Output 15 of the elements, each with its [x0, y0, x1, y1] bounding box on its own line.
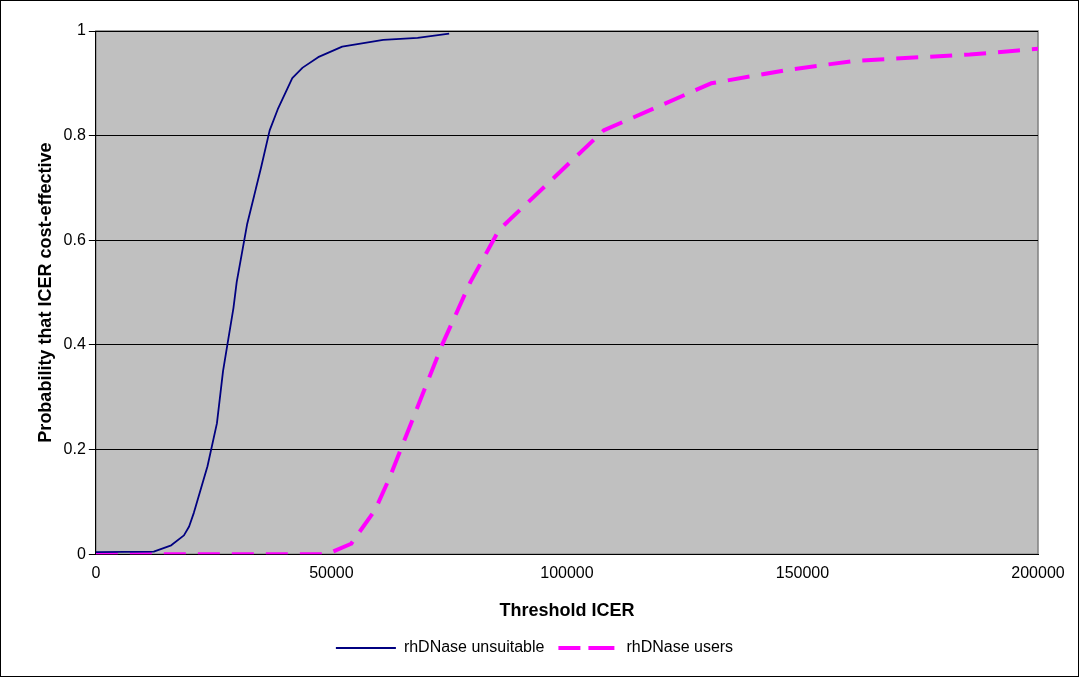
y-tick-label: 0.8	[63, 126, 86, 144]
y-tick-label: 1	[76, 21, 86, 39]
y-tick-label: 0	[76, 544, 86, 562]
x-tick-label: 100000	[540, 564, 594, 582]
y-tick-label: 0.6	[63, 230, 86, 248]
x-tick-label: 0	[91, 564, 101, 582]
y-tick-label: 0.4	[63, 335, 86, 353]
x-tick-label: 200000	[1011, 564, 1065, 582]
x-tick-label: 150000	[775, 564, 830, 582]
y-axis-title: Probability that ICER cost-effective	[34, 142, 55, 443]
legend-label: rhDNase users	[626, 638, 734, 656]
legend-label: rhDNase unsuitable	[403, 638, 545, 656]
y-tick-label: 0.2	[63, 439, 86, 457]
x-axis-title: Threshold ICER	[499, 600, 635, 621]
x-tick-label: 50000	[309, 564, 354, 582]
